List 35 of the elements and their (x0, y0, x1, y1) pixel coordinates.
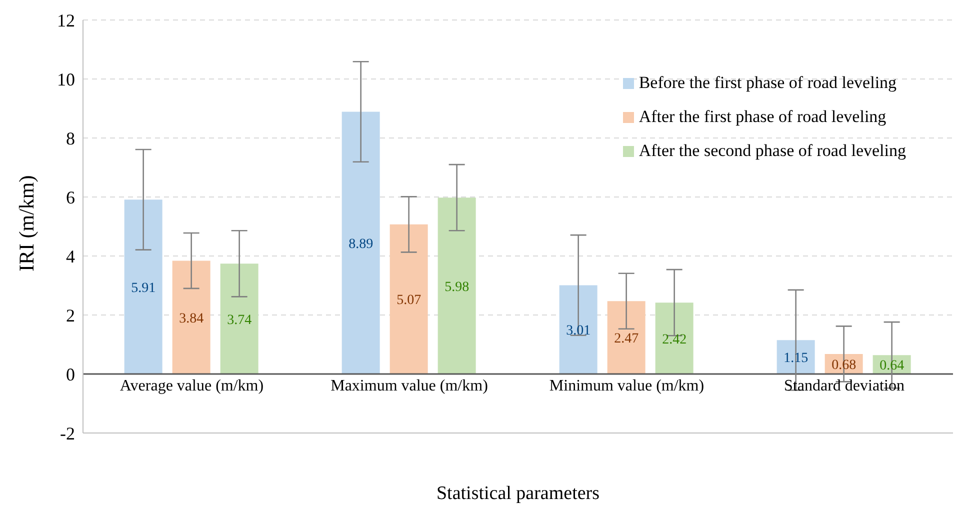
x-tick-label: Maximum value (m/km) (330, 377, 488, 394)
y-axis-title: IRI (m/km) (14, 175, 38, 272)
bar (172, 260, 210, 374)
data-label: 5.91 (131, 280, 156, 296)
data-label: 2.47 (614, 332, 639, 347)
legend-label: Before the first phase of road leveling (638, 72, 897, 94)
bar (220, 264, 258, 374)
y-tick-label: 4 (66, 246, 75, 266)
y-tick-label: -2 (60, 423, 75, 444)
data-label: 3.74 (227, 312, 252, 328)
bar (607, 301, 646, 374)
bar (438, 198, 476, 374)
data-label: 5.98 (444, 280, 470, 295)
data-label: 8.89 (348, 236, 374, 252)
data-label: 2.42 (662, 332, 687, 348)
y-tick-label: 10 (57, 69, 75, 90)
bar (390, 224, 428, 374)
data-label: 5.07 (396, 293, 422, 308)
bar (655, 302, 694, 374)
bar (559, 285, 598, 374)
legend-label: After the first phase of road leveling (638, 106, 886, 128)
y-tick-label: 8 (66, 128, 75, 148)
legend-label: After the second phase of road leveling (638, 140, 906, 162)
y-tick-label: 6 (66, 187, 75, 208)
x-tick-label: Standard deviation (784, 377, 904, 394)
y-tick-label: 2 (66, 305, 75, 326)
data-label: 3.84 (179, 311, 204, 326)
data-label: 0.64 (880, 358, 904, 374)
y-tick-label: 12 (57, 10, 75, 30)
x-tick-label: Average value (m/km) (120, 377, 264, 394)
bar (124, 200, 162, 374)
bar (342, 112, 380, 374)
x-axis-title: Statistical parameters (436, 483, 600, 504)
y-tick-label: 0 (66, 364, 75, 384)
x-tick-label: Minimum value (m/km) (549, 377, 704, 394)
